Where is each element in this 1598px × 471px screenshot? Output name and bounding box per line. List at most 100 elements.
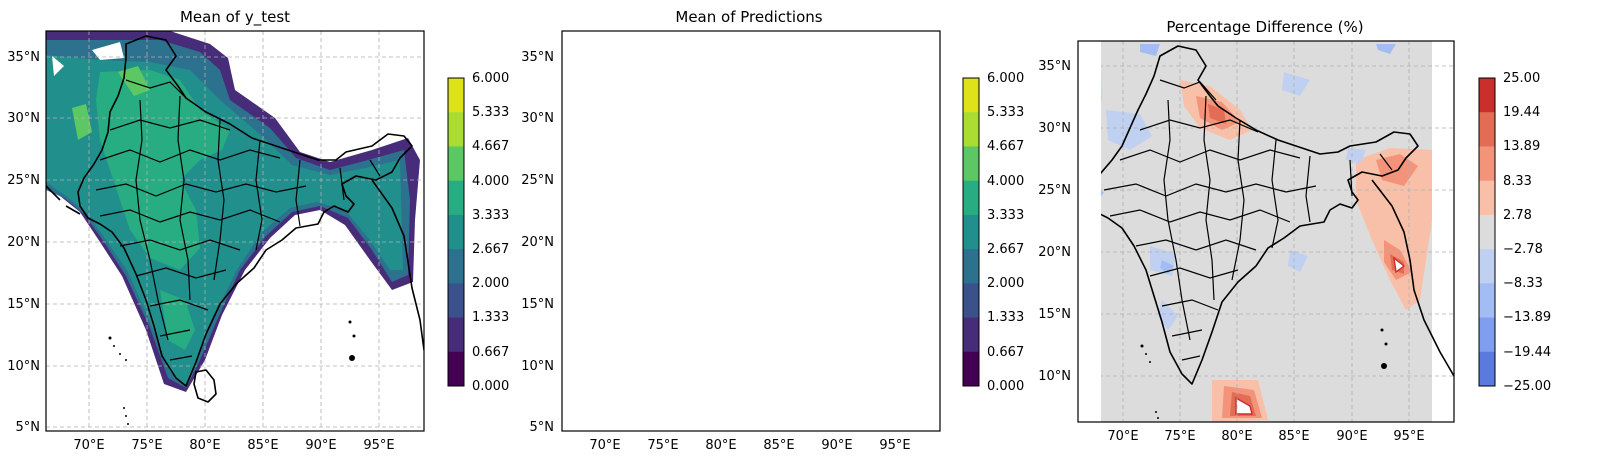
colorbar-band (448, 351, 464, 387)
y-tick: 5°N (530, 420, 555, 435)
colorbar-label: −8.33 (1503, 276, 1543, 291)
contour-band-high (96, 70, 230, 350)
colorbar-label: −13.89 (1503, 310, 1551, 325)
colorbar-3: 25.00 19.44 13.89 8.33 2.78 −2.78 −8.33 … (1478, 71, 1551, 394)
x-tick: 90°E (305, 438, 336, 453)
colorbar-band (963, 78, 979, 113)
x-tick: 90°E (821, 438, 852, 453)
x-tick: 90°E (1336, 429, 1367, 444)
x-tick: 70°E (589, 438, 620, 453)
colorbar-label: 4.667 (472, 139, 509, 154)
colorbar-band (448, 146, 464, 182)
contour-band-peak (72, 66, 150, 140)
x-tick: 80°E (1221, 429, 1252, 444)
x-tick: 70°E (1107, 429, 1138, 444)
panel-3-title: Percentage Difference (%) (1166, 18, 1363, 36)
x-tick: 70°E (73, 438, 104, 453)
colorbar-label: 5.333 (987, 105, 1024, 120)
colorbar-label: 2.667 (472, 242, 509, 257)
colorbar-label: 4.667 (987, 139, 1024, 154)
colorbar-label: −19.44 (1503, 345, 1551, 360)
colorbar-band (1479, 283, 1495, 319)
colorbar-band (448, 112, 464, 147)
y-tick: 25°N (1038, 183, 1071, 198)
x-tick: 80°E (189, 438, 220, 453)
colorbar-label: 8.33 (1503, 174, 1532, 189)
colorbar-band (963, 351, 979, 387)
sri-lanka-outline (193, 369, 217, 403)
colorbar-band (963, 214, 979, 250)
colorbar-band (448, 283, 464, 319)
x-tick: 95°E (1393, 429, 1424, 444)
y-tick: 20°N (521, 235, 554, 250)
colorbar-label: 3.333 (472, 208, 509, 223)
colorbar-band (1479, 351, 1495, 387)
colorbar-band (1479, 146, 1495, 182)
y-tick: 15°N (1038, 307, 1071, 322)
x-tick: 95°E (363, 438, 394, 453)
y-tick: 30°N (521, 111, 554, 126)
colorbar-band (963, 112, 979, 147)
y-tick: 35°N (521, 50, 554, 65)
bay-coast (371, 179, 424, 351)
colorbar-label: 2.000 (987, 276, 1024, 291)
colorbar-label: 3.333 (987, 208, 1024, 223)
colorbar-band (963, 317, 979, 353)
colorbar-label: 2.667 (987, 242, 1024, 257)
y-tick: 20°N (1038, 245, 1071, 260)
colorbar-band (448, 214, 464, 250)
colorbar-label: 13.89 (1503, 139, 1540, 154)
colorbar-label: 0.667 (472, 345, 509, 360)
colorbar-label: −2.78 (1503, 242, 1543, 257)
colorbar-band (963, 283, 979, 319)
colorbar-label: 0.000 (472, 379, 509, 394)
x-tick: 75°E (647, 438, 678, 453)
colorbar-label: 25.00 (1503, 71, 1540, 86)
panel-3: Percentage Difference (%) (1038, 18, 1551, 444)
colorbar-label: 0.000 (987, 379, 1024, 394)
y-tick: 10°N (7, 359, 40, 374)
x-tick: 85°E (247, 438, 278, 453)
colorbar-band (963, 180, 979, 216)
y-tick: 30°N (7, 111, 40, 126)
panel-1-frame (45, 30, 425, 432)
x-tick: 80°E (705, 438, 736, 453)
colorbar-band (448, 180, 464, 216)
india-outline (1101, 45, 1419, 385)
colorbar-label: −25.00 (1503, 379, 1551, 394)
panel-3-frame (1077, 40, 1455, 423)
colorbar-band (448, 249, 464, 284)
colorbar-label: 6.000 (472, 71, 509, 86)
panel-2-map (562, 31, 958, 431)
y-tick: 25°N (7, 173, 40, 188)
y-tick: 10°N (1038, 369, 1071, 384)
colorbar-band (448, 78, 464, 113)
colorbar-band (1479, 249, 1495, 284)
y-tick: 35°N (1038, 59, 1071, 74)
panel-2-title: Mean of Predictions (675, 8, 822, 26)
colorbar-band (448, 317, 464, 353)
colorbar-label: 2.78 (1503, 208, 1532, 223)
colorbar-band (1479, 317, 1495, 353)
colorbar-band (963, 146, 979, 182)
panel-3-map (1101, 41, 1487, 422)
x-tick: 95°E (879, 438, 910, 453)
panel-2-frame (561, 30, 941, 432)
colorbar-label: 2.000 (472, 276, 509, 291)
colorbar-label: 1.333 (472, 310, 509, 325)
colorbar-band (1479, 180, 1495, 216)
colorbar-band (1479, 214, 1495, 250)
x-tick: 85°E (1278, 429, 1309, 444)
panel-1-map (46, 31, 424, 431)
colorbar-band (1479, 78, 1495, 113)
colorbar-2: 6.000 5.333 4.667 4.000 3.333 2.667 2.00… (962, 71, 1024, 394)
colorbar-band (963, 249, 979, 284)
panel-1-title: Mean of y_test (180, 8, 290, 27)
panel-2: Mean of Predictions (521, 8, 1024, 453)
y-tick: 10°N (521, 359, 554, 374)
colorbar-label: 4.000 (987, 174, 1024, 189)
x-tick: 75°E (131, 438, 162, 453)
y-tick: 15°N (7, 297, 40, 312)
y-tick: 35°N (7, 50, 40, 65)
